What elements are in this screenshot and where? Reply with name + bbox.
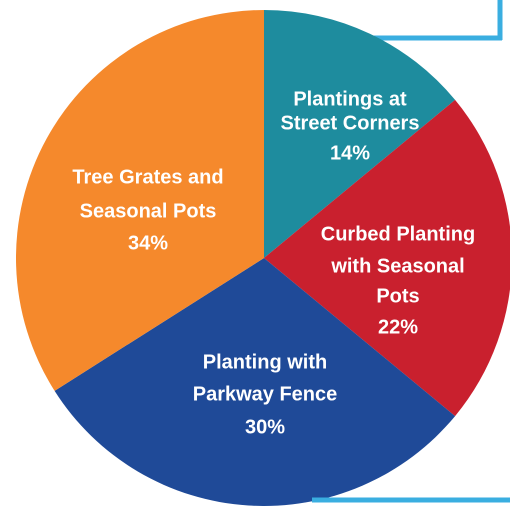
slice-label: Parkway Fence [193,383,338,405]
slice-label: Pots [376,285,419,307]
slice-label: Curbed Planting [321,223,475,245]
slice-label: Plantings at [293,88,407,110]
pie-slice [15,9,264,391]
value-label: 34% [128,232,168,254]
slice-label: Seasonal Pots [80,200,217,222]
pie-slice [264,10,456,258]
pie [15,9,510,506]
slice-label: Street Corners [281,112,420,134]
value-label: 30% [245,416,285,438]
pie-slice [264,99,510,417]
slice-label: Planting with [203,351,327,373]
slice-label: Tree Grates and [72,166,223,188]
pie-slice [54,258,456,506]
value-label: 22% [378,316,418,338]
value-label: 14% [330,142,370,164]
slice-label: with Seasonal [330,255,464,277]
